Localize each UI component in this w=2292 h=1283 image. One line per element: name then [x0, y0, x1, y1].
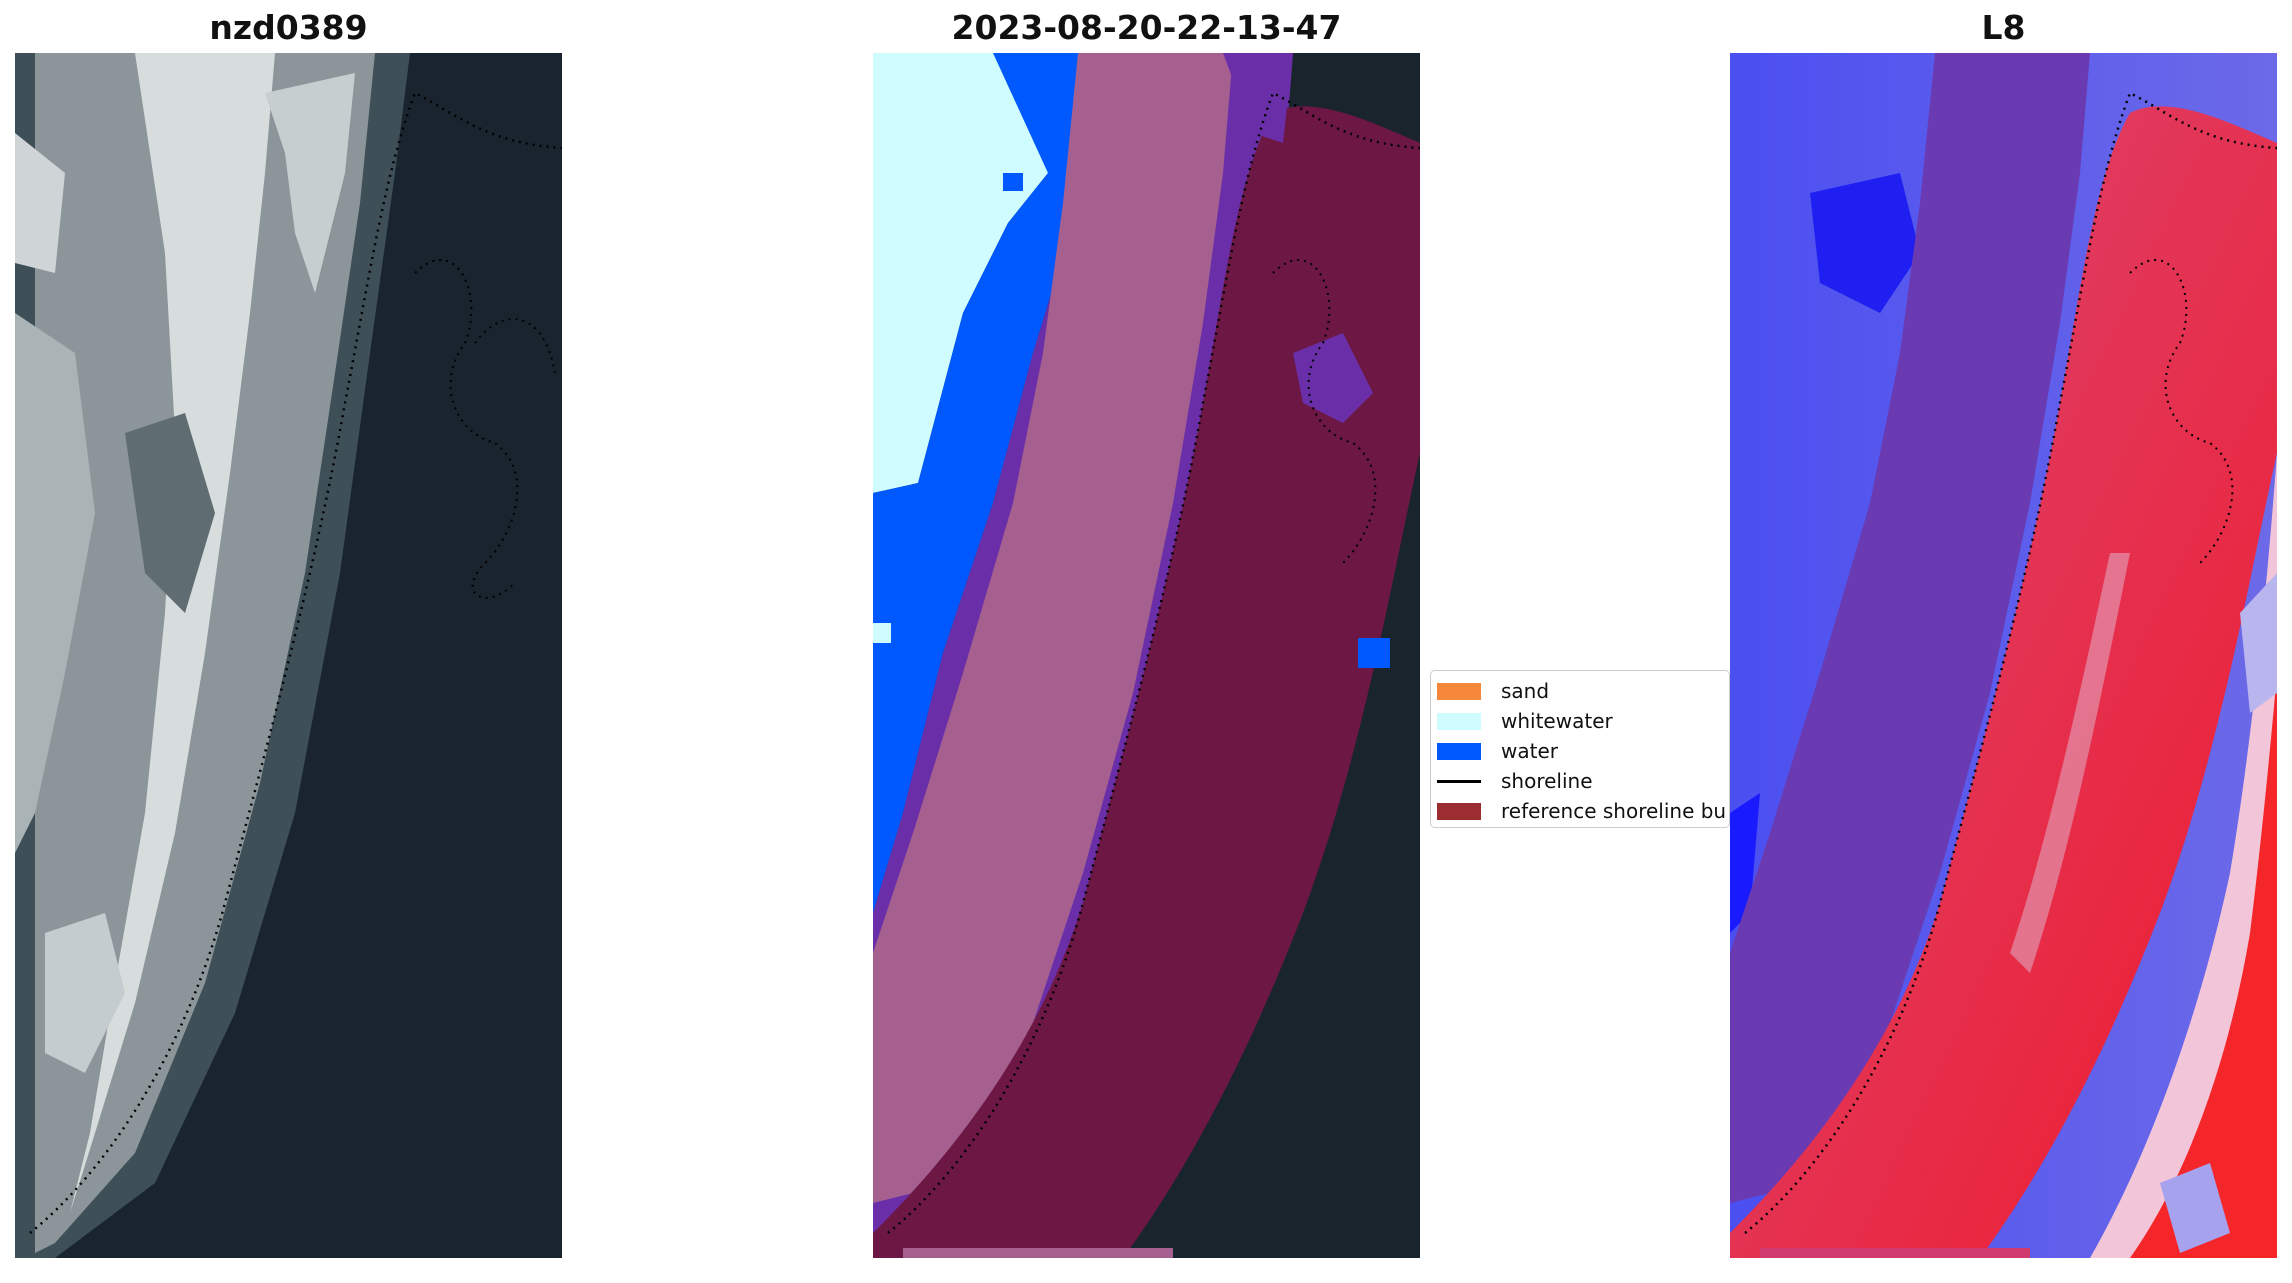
legend-label-sand: sand — [1501, 679, 1550, 703]
index-map-image — [1730, 53, 2277, 1258]
legend-item-shoreline: shoreline — [1437, 769, 1593, 793]
legend-item-reference-shoreline: reference shoreline bu — [1437, 799, 1726, 823]
legend-swatch-whitewater — [1437, 712, 1481, 730]
rgb-satellite-image — [15, 53, 562, 1258]
panel-title-classified: 2023-08-20-22-13-47 — [951, 8, 1342, 47]
legend-item-whitewater: whitewater — [1437, 709, 1613, 733]
legend-label-shoreline: shoreline — [1501, 769, 1593, 793]
legend-label-whitewater: whitewater — [1501, 709, 1613, 733]
legend-label-water: water — [1501, 739, 1558, 763]
panel-title-index: L8 — [1981, 8, 2026, 47]
legend-swatch-reference-shoreline — [1437, 802, 1481, 820]
legend-item-sand: sand — [1437, 679, 1549, 703]
legend: sand whitewater water shoreline referenc… — [1430, 670, 1730, 828]
panel-title-rgb: nzd0389 — [209, 8, 368, 47]
legend-swatch-water — [1437, 742, 1481, 760]
legend-label-reference-shoreline: reference shoreline bu — [1501, 799, 1727, 823]
classified-image — [873, 53, 1420, 1258]
legend-swatch-sand — [1437, 682, 1481, 700]
legend-swatch-shoreline — [1437, 779, 1481, 783]
legend-item-water: water — [1437, 739, 1558, 763]
